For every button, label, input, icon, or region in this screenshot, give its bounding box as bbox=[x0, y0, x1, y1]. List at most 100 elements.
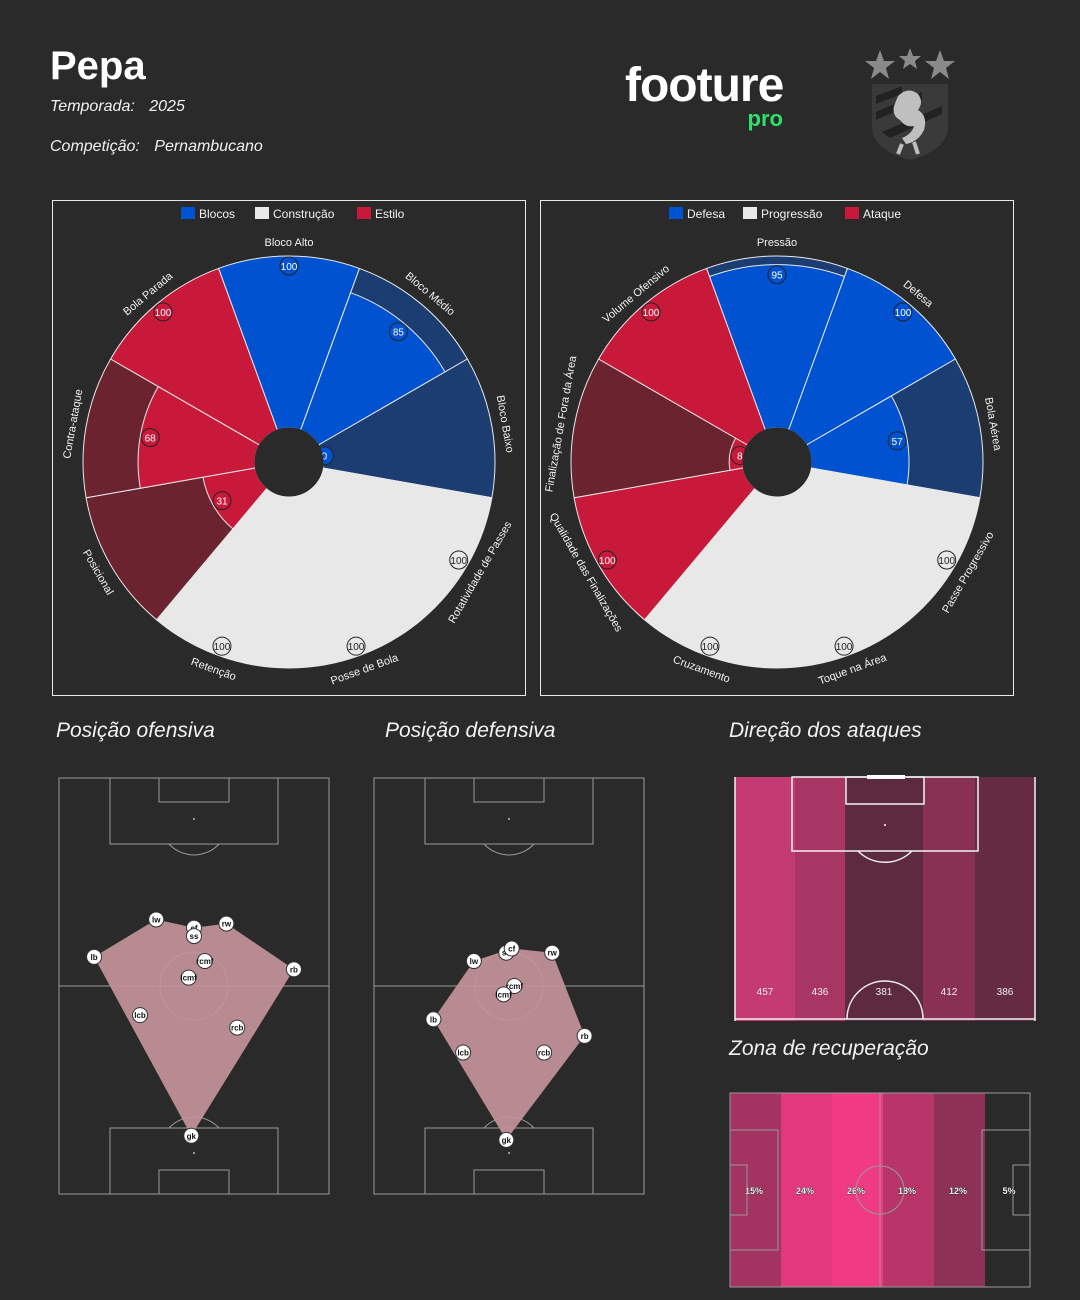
player-label: rw bbox=[222, 920, 232, 929]
player-label: lb bbox=[430, 1015, 437, 1024]
value-label: 100 bbox=[702, 642, 719, 653]
legend-swatch bbox=[181, 207, 195, 219]
player-label: lcb bbox=[457, 1049, 469, 1058]
player-label: lcmf bbox=[495, 990, 512, 999]
value-label: 95 bbox=[771, 271, 783, 282]
player-label: rb bbox=[290, 965, 298, 974]
penalty-arc bbox=[857, 850, 913, 864]
player-label: rb bbox=[581, 1032, 589, 1041]
value-label: 100 bbox=[895, 308, 912, 319]
value-badge bbox=[700, 636, 720, 656]
attack-direction-chart: 457 436 381 412 386 bbox=[734, 775, 1036, 1021]
player-label: lb bbox=[91, 953, 98, 962]
chart-legend: Defesa Progressão Ataque bbox=[669, 207, 901, 221]
player-marker bbox=[576, 1027, 593, 1044]
player-label: rw bbox=[548, 949, 558, 958]
legend-label: Blocos bbox=[199, 207, 235, 221]
radar-chart-svg: Blocos Construção Estilo 100 Bloco Alto 85 Blo… bbox=[61, 207, 516, 687]
player-label: ss bbox=[190, 932, 199, 941]
defensive-pitch: sscflwrwrcmflcmflbrblcbrcbgk bbox=[373, 777, 645, 1195]
value-label: 31 bbox=[216, 497, 228, 508]
value-label: 100 bbox=[348, 642, 365, 653]
direction-lane bbox=[975, 777, 1035, 1021]
direction-value: 381 bbox=[876, 987, 893, 998]
brand-sub: pro bbox=[747, 106, 783, 131]
penalty-spot bbox=[193, 1152, 195, 1154]
club-crest-icon bbox=[865, 48, 955, 160]
category-label: Bloco Alto bbox=[265, 237, 314, 249]
player-marker bbox=[180, 969, 197, 986]
penalty-box-top bbox=[424, 777, 594, 845]
goal-box-bottom bbox=[473, 1169, 545, 1195]
recovery-zone-chart: 15% 24% 26% 18% 12% 5% bbox=[729, 1092, 1031, 1288]
player-marker bbox=[229, 1019, 246, 1036]
value-badge bbox=[767, 265, 787, 285]
value-badge bbox=[449, 550, 469, 570]
radar-chart-defesa: Defesa Progressão Ataque 95 Pressão 100 Defesa… bbox=[540, 200, 1014, 696]
formation-hull bbox=[94, 919, 294, 1136]
player-label: gk bbox=[187, 1132, 197, 1141]
recovery-zone bbox=[832, 1093, 883, 1287]
legend-label: Progressão bbox=[761, 207, 823, 221]
brand-logo: footure pro bbox=[625, 62, 785, 134]
value-badge bbox=[212, 491, 232, 511]
value-badge bbox=[212, 636, 232, 656]
player-marker bbox=[186, 928, 202, 945]
player-marker bbox=[196, 953, 213, 970]
value-label: 100 bbox=[599, 556, 616, 567]
radar-chart-svg: Defesa Progressão Ataque 95 Pressão 100 Defesa… bbox=[542, 207, 1003, 688]
category-label: Contra-ataque bbox=[61, 388, 85, 459]
category-label: Bloco Baixo bbox=[494, 394, 516, 453]
penalty-spot bbox=[193, 818, 195, 820]
value-label: 100 bbox=[450, 556, 467, 567]
legend-label: Estilo bbox=[375, 207, 405, 221]
player-marker bbox=[465, 953, 482, 970]
season-label: Temporada: bbox=[50, 98, 135, 115]
value-badge bbox=[937, 550, 957, 570]
direction-lane bbox=[845, 777, 923, 1021]
value-badge bbox=[279, 256, 299, 276]
value-badge bbox=[346, 636, 366, 656]
goal-box-top bbox=[158, 777, 230, 803]
season-value: 2025 bbox=[149, 98, 185, 115]
value-badge bbox=[887, 431, 907, 451]
value-label: 85 bbox=[393, 328, 405, 339]
player-label: lw bbox=[152, 915, 161, 924]
category-label: Bola Aérea bbox=[982, 396, 1003, 452]
legend-swatch bbox=[845, 207, 859, 219]
value-badge bbox=[641, 302, 661, 322]
penalty-spot bbox=[508, 1152, 510, 1154]
player-label: gk bbox=[502, 1136, 512, 1145]
goal-box-right bbox=[1012, 1164, 1031, 1216]
player-marker bbox=[503, 940, 520, 957]
direction-value: 386 bbox=[997, 987, 1014, 998]
value-badge bbox=[388, 322, 408, 342]
season-line: Temporada: 2025 bbox=[50, 98, 185, 116]
value-label: 68 bbox=[145, 434, 157, 445]
player-label: rcb bbox=[538, 1049, 551, 1058]
direction-value: 412 bbox=[941, 987, 958, 998]
value-label: 100 bbox=[643, 308, 660, 319]
center-circle bbox=[846, 980, 924, 1020]
defensive-title: Posição defensiva bbox=[385, 719, 556, 742]
value-label: 57 bbox=[892, 437, 904, 448]
competition-value: Pernambucano bbox=[154, 138, 263, 155]
value-label: 100 bbox=[214, 642, 231, 653]
direction-lane bbox=[923, 777, 975, 1021]
direction-value: 436 bbox=[812, 987, 829, 998]
player-marker bbox=[285, 961, 302, 978]
player-label: cf bbox=[508, 945, 515, 954]
value-badge bbox=[893, 302, 913, 322]
value-label: 100 bbox=[155, 308, 172, 319]
legend-label: Construção bbox=[273, 207, 335, 221]
player-marker bbox=[183, 1127, 200, 1144]
recovery-zone bbox=[985, 1093, 1030, 1287]
value-label: 0 bbox=[322, 452, 328, 463]
player-marker bbox=[544, 944, 561, 961]
category-label: Pressão bbox=[757, 237, 797, 249]
value-label: 100 bbox=[938, 556, 955, 567]
chart-legend: Blocos Construção Estilo bbox=[181, 207, 405, 221]
direction-title: Direção dos ataques bbox=[729, 719, 922, 742]
player-label: rcb bbox=[231, 1024, 244, 1033]
value-badge bbox=[834, 636, 854, 656]
